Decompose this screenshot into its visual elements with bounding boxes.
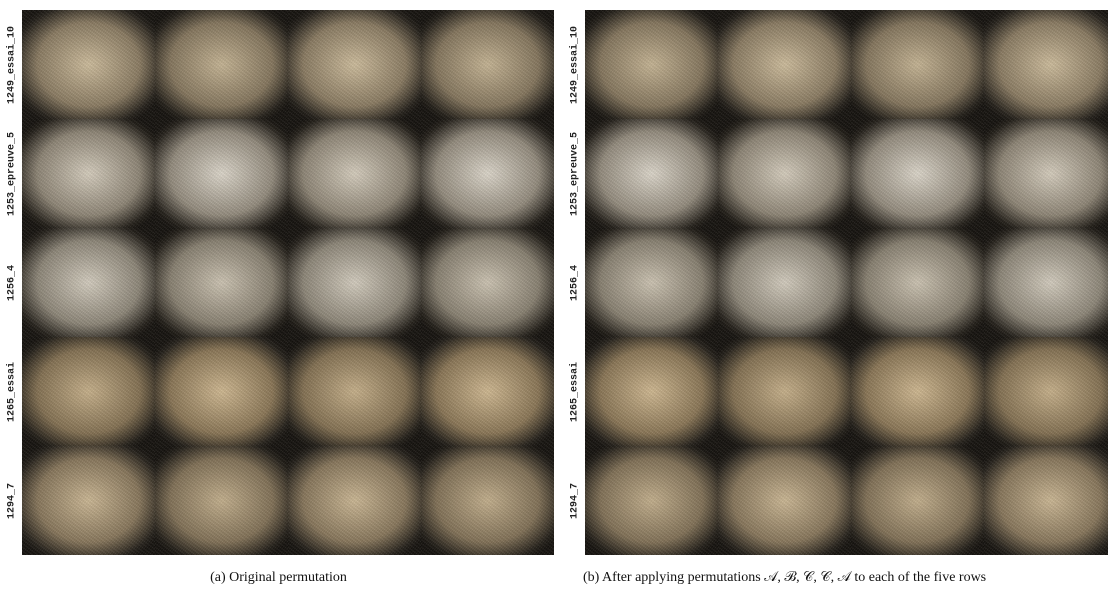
texture-tile	[155, 228, 288, 337]
texture-tile	[288, 119, 421, 228]
image-row: 1249_essai_10	[2, 10, 555, 119]
image-row: 1265_essai	[2, 337, 555, 446]
texture-tile	[984, 10, 1108, 119]
texture-tile	[984, 228, 1108, 337]
texture-tile	[851, 337, 984, 446]
texture-tile	[288, 446, 421, 555]
texture-tile	[155, 10, 288, 119]
row-label: 1249_essai_10	[570, 25, 581, 103]
image-row: 1294_7	[2, 446, 555, 555]
texture-tile	[585, 10, 718, 119]
texture-tile	[421, 228, 554, 337]
texture-tile	[155, 446, 288, 555]
panel-a: 1249_essai_10 1253_epreuve_5 1256_4 1265_es…	[2, 10, 555, 555]
row-label: 1294_7	[7, 482, 18, 518]
row-label: 1253_epreuve_5	[7, 131, 18, 215]
texture-tile	[155, 119, 288, 228]
image-row: 1256_4	[565, 228, 1108, 337]
row-label: 1265_essai	[7, 361, 18, 421]
texture-tile	[421, 119, 554, 228]
row-label-cell: 1294_7	[565, 446, 585, 555]
row-label-cell: 1256_4	[565, 228, 585, 337]
texture-tile	[718, 228, 851, 337]
row-label-cell: 1265_essai	[2, 337, 22, 446]
texture-tile	[155, 337, 288, 446]
row-label-cell: 1265_essai	[565, 337, 585, 446]
image-row: 1253_epreuve_5	[2, 119, 555, 228]
texture-tile	[585, 228, 718, 337]
image-row: 1294_7	[565, 446, 1108, 555]
texture-tile	[984, 337, 1108, 446]
texture-tile	[585, 337, 718, 446]
row-label: 1256_4	[570, 264, 581, 300]
texture-tile	[288, 10, 421, 119]
row-label-cell: 1294_7	[2, 446, 22, 555]
texture-tile	[585, 446, 718, 555]
texture-tile	[22, 446, 155, 555]
row-label-cell: 1253_epreuve_5	[2, 119, 22, 228]
texture-tile	[718, 337, 851, 446]
texture-tile	[22, 119, 155, 228]
texture-tile	[984, 119, 1108, 228]
panel-b: 1249_essai_10 1253_epreuve_5 1256_4 1265_es…	[565, 10, 1108, 555]
texture-tile	[288, 337, 421, 446]
texture-tile	[421, 10, 554, 119]
texture-tile	[851, 446, 984, 555]
texture-tile	[984, 446, 1108, 555]
caption: (a) Original permutation	[2, 570, 555, 586]
texture-tile	[421, 446, 554, 555]
row-label-cell: 1253_epreuve_5	[565, 119, 585, 228]
texture-tile	[585, 119, 718, 228]
row-label-cell: 1256_4	[2, 228, 22, 337]
texture-tile	[22, 337, 155, 446]
texture-tile	[22, 228, 155, 337]
texture-tile	[288, 228, 421, 337]
image-row: 1249_essai_10	[565, 10, 1108, 119]
texture-tile	[718, 10, 851, 119]
row-label: 1253_epreuve_5	[570, 131, 581, 215]
texture-tile	[718, 119, 851, 228]
texture-tile	[851, 10, 984, 119]
row-label-cell: 1249_essai_10	[2, 10, 22, 119]
row-label: 1265_essai	[570, 361, 581, 421]
figure: 1249_essai_10 1253_epreuve_5 1256_4 1265_es…	[0, 0, 1108, 610]
row-label: 1256_4	[7, 264, 18, 300]
row-label: 1294_7	[570, 482, 581, 518]
texture-tile	[421, 337, 554, 446]
texture-tile	[718, 446, 851, 555]
row-label-cell: 1249_essai_10	[565, 10, 585, 119]
image-row: 1256_4	[2, 228, 555, 337]
row-label: 1249_essai_10	[7, 25, 18, 103]
image-row: 1253_epreuve_5	[565, 119, 1108, 228]
texture-tile	[22, 10, 155, 119]
texture-tile	[851, 228, 984, 337]
image-row: 1265_essai	[565, 337, 1108, 446]
caption: (b) After applying permutations 𝒜, ℬ, 𝒞,…	[583, 570, 1108, 586]
texture-tile	[851, 119, 984, 228]
